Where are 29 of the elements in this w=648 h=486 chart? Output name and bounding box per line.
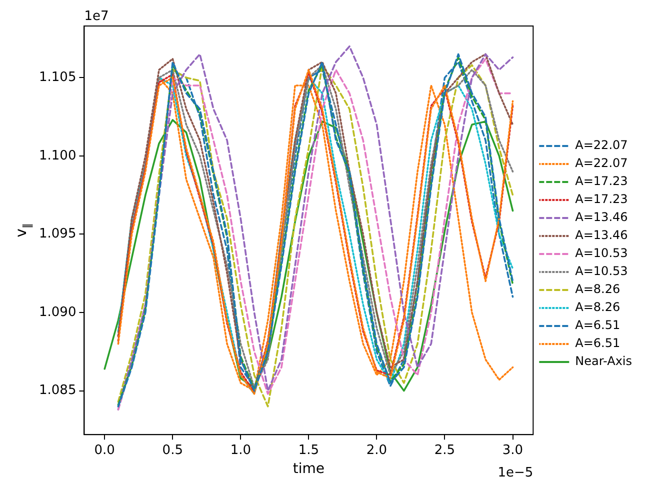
legend-label: A=10.53: [575, 264, 628, 278]
legend-label: Near-Axis: [575, 354, 632, 368]
y-tick-label: 1.090: [39, 304, 76, 320]
x-tick-label: 2.0: [366, 442, 388, 458]
y-tick-label: 1.105: [39, 70, 76, 86]
x-tick-label: 0.5: [162, 442, 183, 458]
legend-label: A=13.46: [575, 210, 628, 224]
legend-label: A=22.07: [575, 156, 628, 170]
legend-label: A=6.51: [575, 318, 620, 332]
legend-label: A=8.26: [575, 282, 620, 296]
legend-label: A=13.46: [575, 228, 628, 242]
legend-label: A=6.51: [575, 336, 620, 350]
legend-label: A=10.53: [575, 246, 628, 260]
x-tick-label: 1.5: [298, 442, 320, 458]
text: 1e−5: [498, 466, 534, 481]
x-tick-label: 1.0: [230, 442, 252, 458]
text: 1e7: [84, 9, 109, 24]
legend-label: A=17.23: [575, 192, 628, 206]
y-tick-label: 1.100: [39, 148, 76, 164]
y-tick-label: 1.095: [39, 226, 76, 242]
x-tick-label: 3.0: [502, 442, 524, 458]
legend-label: A=8.26: [575, 300, 620, 314]
x-axis-title: time: [292, 461, 325, 478]
x-tick-label: 0.0: [94, 442, 115, 458]
legend-label: A=17.23: [575, 174, 628, 188]
y-axis-title: v∥: [12, 223, 34, 238]
x-tick-label: 2.5: [434, 442, 456, 458]
y-tick-label: 1.085: [39, 383, 76, 398]
legend-label: A=22.07: [575, 138, 628, 152]
